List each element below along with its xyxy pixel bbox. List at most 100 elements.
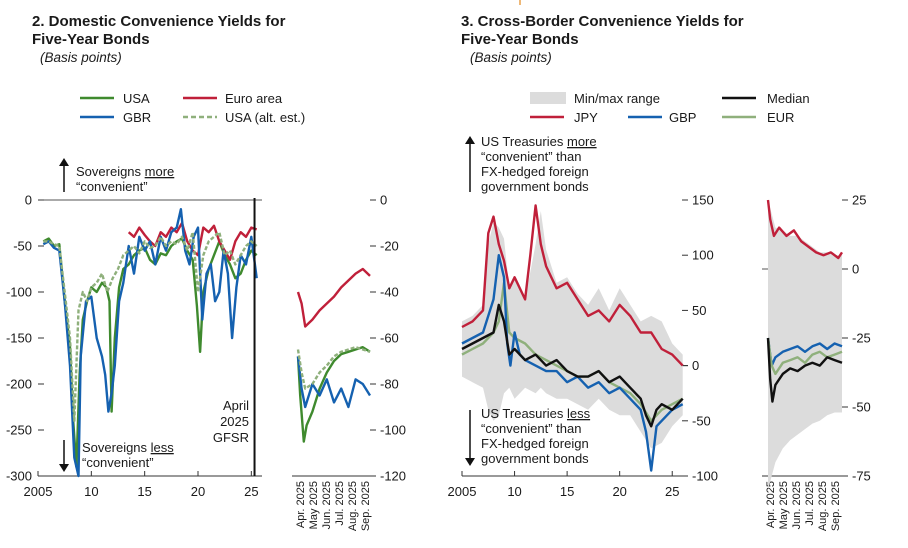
y-tick-label: -100: [692, 469, 718, 484]
chart3-mini-axes: 25 0 -25 -50 -75 Apr. 2025 May 2025 Jun. 2025 Ju…: [762, 193, 871, 531]
mini-x-tick-label: Aug. 2025: [347, 481, 359, 531]
x-tick-label: 20: [191, 484, 205, 499]
chart3-note-top-line2: “convenient” than: [481, 149, 581, 164]
mini-x-tick-label: May 2025: [308, 481, 320, 529]
legend-range-swatch: [530, 92, 566, 104]
mini-x-tick-label: Jun. 2025: [321, 481, 333, 529]
chart3-note-bottom-line4: government bonds: [481, 451, 589, 466]
chart3-note-bottom-line2: “convenient” than: [481, 421, 581, 436]
mini-series-line-jpy: [766, 199, 844, 260]
y-tick-label: 100: [692, 248, 714, 263]
mini-x-tick-label: Apr. 2025: [295, 481, 307, 528]
mini-series-line-euro: [296, 267, 371, 328]
legend-usa-label: USA: [123, 91, 150, 106]
mini-series-line-gbp: [766, 337, 843, 367]
chart3-note-bottom-line3: FX-hedged foreign: [481, 436, 589, 451]
mini-y-tick-label: -40: [380, 285, 399, 300]
chart2-title-line2: Five-Year Bonds: [32, 31, 150, 48]
chart3-series: [461, 204, 684, 472]
mini-x-tick-label: Jul. 2025: [804, 481, 816, 526]
chart2-series: [42, 208, 258, 478]
mini-y-tick-label: -75: [852, 469, 871, 484]
mini-x-tick-label: Aug. 2025: [817, 481, 829, 531]
chart2-note-top-line1: Sovereigns more: [76, 164, 174, 179]
gfsr-label-1: April: [223, 398, 249, 413]
y-tick-label: -250: [6, 423, 32, 438]
chart3-range: [462, 211, 683, 449]
chart2-annotation-bottom: Sovereigns less “convenient”: [59, 440, 174, 472]
chart3-mini-range: [768, 200, 842, 490]
chart3-subtitle: (Basis points): [470, 50, 552, 65]
chart2-note-bottom-line2: “convenient”: [82, 455, 154, 470]
chart3-legend: Min/max range Median JPY GBP EUR: [530, 91, 810, 125]
mini-y-tick-label: 0: [380, 193, 387, 208]
mini-y-tick-label: -120: [380, 469, 406, 484]
down-arrow-head-icon: [59, 464, 69, 472]
chart3-annotation-top: US Treasuries more “convenient” than FX-…: [465, 134, 597, 194]
chart2-annotation-top: Sovereigns more “convenient”: [59, 158, 174, 194]
chart2-note-top-line2: “convenient”: [76, 179, 148, 194]
legend-eur-label: EUR: [767, 110, 794, 125]
mini-y-tick-label: -100: [380, 423, 406, 438]
legend-euro-label: Euro area: [225, 91, 283, 106]
y-tick-label: -50: [13, 239, 32, 254]
mini-y-tick-label: -80: [380, 377, 399, 392]
mini-x-tick-label: Sep. 2025: [830, 481, 842, 531]
mini-y-tick-label: -60: [380, 331, 399, 346]
mini-y-tick-label: -25: [852, 331, 871, 346]
legend-gbp-label: GBP: [669, 110, 696, 125]
y-tick-label: 150: [692, 193, 714, 208]
legend-median-label: Median: [767, 91, 810, 106]
y-tick-label: 50: [692, 303, 706, 318]
y-tick-label: -100: [6, 285, 32, 300]
mini-y-tick-label: 25: [852, 193, 866, 208]
x-tick-label: 15: [560, 484, 574, 499]
mini-x-tick-label: May 2025: [778, 481, 790, 529]
chart2-title-line1: 2. Domestic Convenience Yields for: [32, 13, 286, 30]
chart2: 2. Domestic Convenience Yields for Five-…: [6, 13, 406, 531]
chart3: 3. Cross-Border Convenience Yields for F…: [448, 13, 871, 531]
mini-x-tick-label: Sep. 2025: [360, 481, 372, 531]
series-line-median: [461, 303, 684, 428]
mini-y-tick-label: -50: [852, 400, 871, 415]
chart3-note-bottom-line1: US Treasuries less: [481, 406, 591, 421]
y-tick-label: -200: [6, 377, 32, 392]
mini-x-tick-label: Jul. 2025: [334, 481, 346, 526]
chart3-axes: 150 100 50 0 -50 -100 2005 10 15 20 25: [448, 193, 718, 500]
legend-range-label: Min/max range: [574, 91, 660, 106]
chart3-title-line1: 3. Cross-Border Convenience Yields for: [461, 13, 744, 30]
y-tick-label: 0: [25, 193, 32, 208]
mini-x-tick-label: Jun. 2025: [791, 481, 803, 529]
y-tick-label: 0: [692, 358, 699, 373]
chart3-title-line2: Five-Year Bonds: [461, 31, 579, 48]
series-line-jpy: [461, 204, 684, 367]
chart3-note-top-line1: US Treasuries more: [481, 134, 597, 149]
x-tick-label: 2005: [24, 484, 53, 499]
series-line-usa_alt: [43, 231, 258, 422]
mini-minmax-range-area: [768, 200, 842, 490]
chart2-mini-series: [296, 267, 372, 443]
series-line-gbr: [42, 208, 258, 478]
chart2-legend: USA GBR Euro area USA (alt. est.): [80, 91, 305, 125]
x-tick-label: 2005: [448, 484, 477, 499]
mini-x-tick-label: Apr. 2025: [765, 481, 777, 528]
x-tick-label: 15: [137, 484, 151, 499]
y-tick-label: -150: [6, 331, 32, 346]
chart2-gfsr-marker: April 2025 GFSR: [213, 198, 256, 476]
chart3-mini-series: [766, 199, 844, 403]
legend-gbr-label: GBR: [123, 110, 151, 125]
x-tick-label: 10: [84, 484, 98, 499]
mini-series-line-usa: [296, 346, 371, 443]
mini-y-tick-label: -20: [380, 239, 399, 254]
legend-jpy-label: JPY: [574, 110, 598, 125]
legend-usa-alt-label: USA (alt. est.): [225, 110, 305, 125]
x-tick-label: 20: [612, 484, 626, 499]
series-line-gbp: [461, 254, 684, 472]
up-arrow-head-icon: [465, 136, 475, 144]
chart2-subtitle: (Basis points): [40, 50, 122, 65]
chart3-note-top-line4: government bonds: [481, 179, 589, 194]
chart3-note-top-line3: FX-hedged foreign: [481, 164, 589, 179]
